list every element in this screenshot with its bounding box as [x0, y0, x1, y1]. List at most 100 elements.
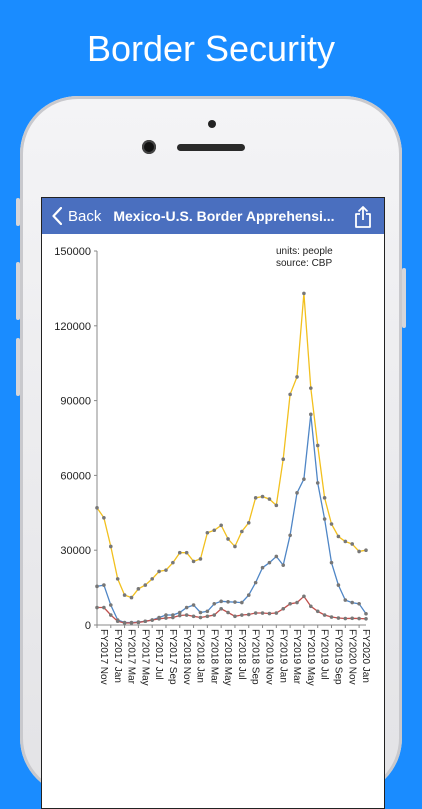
x-tick-label: FY2019 Jul [319, 629, 330, 680]
data-point [343, 616, 348, 621]
data-point [212, 602, 217, 606]
data-point [260, 611, 265, 615]
data-point [219, 606, 223, 611]
data-point [122, 621, 127, 625]
data-point [136, 587, 141, 591]
data-point [129, 595, 134, 600]
data-point [157, 569, 161, 574]
data-point [129, 621, 134, 625]
data-point [288, 602, 292, 606]
y-tick-label: 90000 [60, 396, 91, 408]
data-point [357, 616, 361, 621]
data-point [267, 497, 272, 501]
data-point [260, 494, 265, 499]
data-point [343, 598, 348, 602]
y-tick-label: 0 [85, 620, 91, 632]
data-point [108, 613, 113, 617]
data-point [143, 583, 148, 587]
data-point [205, 609, 210, 614]
front-camera [142, 140, 156, 154]
front-sensor [208, 120, 216, 128]
share-button[interactable] [354, 206, 372, 233]
data-point [295, 600, 299, 605]
data-point [322, 496, 327, 500]
data-point [240, 613, 244, 617]
data-point [253, 496, 258, 500]
units-note: units: people [276, 246, 333, 257]
data-point [198, 615, 203, 620]
data-point [184, 613, 189, 617]
data-point [171, 615, 175, 620]
series-line-0 [96, 293, 367, 599]
data-point [177, 613, 182, 618]
data-point [115, 619, 120, 624]
nav-title: Mexico-U.S. Border Apprehensi... [113, 208, 335, 224]
data-point [364, 611, 368, 616]
data-point [246, 612, 251, 617]
data-point [315, 443, 320, 448]
data-point [315, 481, 320, 485]
data-point [246, 520, 251, 525]
data-point [240, 600, 244, 605]
data-point [177, 550, 182, 555]
data-point [302, 594, 306, 599]
x-tick-label: FY2017 May [139, 629, 150, 686]
volume-up-button [16, 262, 20, 320]
x-tick-label: FY2018 May [222, 629, 233, 686]
data-point [212, 528, 217, 533]
data-point [274, 503, 279, 508]
x-tick-label: FY2019 Jan [277, 629, 288, 683]
data-point [309, 604, 313, 609]
data-point [177, 610, 182, 615]
source-note: source: CBP [276, 258, 332, 269]
back-button[interactable]: Back [42, 207, 101, 225]
data-point [233, 544, 237, 549]
x-tick-label: FY2017 Jul [153, 629, 164, 680]
chart-container[interactable]: 0 30000 60000 90000 120000 150000 FY2017 Nov FY… [42, 234, 384, 808]
phone-frame: Back Mexico-U.S. Border Apprehensi... 0 3… [20, 96, 402, 809]
data-point [295, 375, 299, 379]
x-tick-label: FY2018 Jul [236, 629, 247, 680]
data-point [191, 559, 196, 564]
data-point [295, 491, 299, 495]
data-point [184, 605, 189, 610]
x-tick-label: FY2019 May [305, 629, 316, 686]
data-point [309, 386, 313, 390]
data-point [274, 611, 279, 615]
data-point [95, 605, 99, 610]
data-point [267, 611, 272, 616]
data-point [108, 603, 113, 607]
data-point [357, 549, 361, 554]
data-point [350, 542, 355, 546]
data-point [157, 616, 161, 621]
data-point [329, 560, 334, 565]
mute-switch [16, 198, 20, 226]
x-tick-label: FY2020 Jan [360, 629, 371, 683]
power-button [402, 268, 406, 328]
data-point [364, 616, 368, 621]
data-point [260, 565, 265, 570]
x-tick-label: FY2018 Nov [181, 629, 192, 685]
data-point [198, 610, 203, 615]
data-point [219, 523, 223, 528]
x-tick-label: FY2020 Nov [346, 629, 357, 685]
data-point [108, 544, 113, 549]
navigation-bar: Back Mexico-U.S. Border Apprehensi... [42, 198, 384, 234]
data-point [102, 583, 106, 587]
data-point [102, 515, 106, 520]
data-point [164, 568, 168, 572]
data-point [336, 583, 341, 587]
data-point [143, 619, 148, 624]
data-point [233, 614, 237, 619]
data-point [150, 577, 154, 581]
data-point [253, 580, 258, 585]
page-headline: Border Security [86, 28, 336, 69]
data-point [95, 506, 99, 510]
data-point [281, 606, 286, 611]
data-point [184, 550, 189, 555]
data-point [115, 577, 120, 581]
data-point [336, 616, 341, 620]
data-point [226, 600, 230, 604]
data-point [267, 560, 272, 565]
data-point [150, 618, 154, 622]
